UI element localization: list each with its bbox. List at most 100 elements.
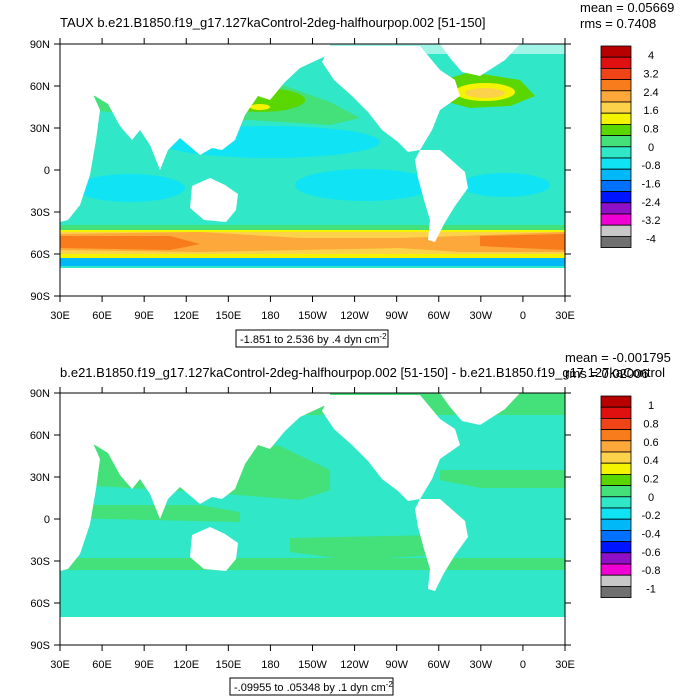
- bottom-panel: b.e21.B1850.f19_g17.127kaControl-2deg-ha…: [30, 350, 671, 696]
- bottom-mean: mean = -0.001795: [565, 350, 671, 365]
- lon-tick-label: 120E: [173, 310, 199, 322]
- lon-tick-label: 0: [520, 659, 526, 671]
- colorbar-swatch: [600, 56, 632, 69]
- colorbar-swatch: [600, 79, 632, 92]
- top-colorbar: 4 3.2 2.4 1.6 0.8 0 -0.8 -1.6 -2.4 -3.2 -4: [600, 45, 661, 248]
- bottom-subtitle-sup: -2: [386, 680, 394, 689]
- colorbar-label: 0.6: [643, 437, 658, 449]
- colorbar-swatch: [600, 124, 632, 137]
- colorbar-swatch: [600, 235, 632, 248]
- lat-tick-label: 30S: [30, 207, 50, 219]
- colorbar-swatch: [600, 552, 632, 565]
- colorbar-swatch: [600, 395, 632, 408]
- bottom-colorbar: 1 0.8 0.6 0.4 0.2 0 -0.2 -0.4 -0.6 -0.8 -1: [600, 395, 661, 599]
- colorbar-label: 1: [648, 400, 654, 412]
- lon-tick-label: 120E: [173, 659, 199, 671]
- colorbar-label: 0: [648, 142, 654, 154]
- colorbar-label: 0.8: [643, 123, 658, 135]
- lat-tick-label: 60N: [30, 81, 50, 93]
- lat-tick-label: 90N: [30, 388, 50, 400]
- lon-tick-label: 90E: [134, 659, 154, 671]
- top-subtitle-sup: -2: [379, 332, 387, 341]
- colorbar-label: 3.2: [643, 68, 658, 80]
- colorbar-label: -0.8: [642, 565, 661, 577]
- lon-tick-label: 90E: [134, 310, 154, 322]
- lat-tick-label: 90S: [30, 291, 50, 303]
- colorbar-swatch: [600, 485, 632, 498]
- top-map-field: [60, 44, 565, 296]
- colorbar-swatch: [600, 191, 632, 204]
- colorbar-swatch: [600, 45, 632, 58]
- lon-tick-label: 30W: [470, 659, 493, 671]
- colorbar-label: 0: [648, 492, 654, 504]
- colorbar-swatch: [600, 451, 632, 464]
- colorbar-label: -2.4: [642, 197, 661, 209]
- lon-tick-label: 180: [261, 310, 279, 322]
- colorbar-swatch: [600, 530, 632, 543]
- lat-tick-label: 60S: [30, 598, 50, 610]
- colorbar-swatch: [600, 406, 632, 419]
- bottom-subtitle: -.09955 to .05348 by .1 dyn cm: [234, 682, 386, 694]
- lon-tick-label: 30E: [50, 659, 70, 671]
- top-subtitle-box: -1.851 to 2.536 by .4 dyn cm-2: [235, 329, 389, 348]
- colorbar-label: -1: [646, 583, 656, 595]
- colorbar-label: 0.4: [643, 455, 658, 467]
- lat-tick-label: 60S: [30, 249, 50, 261]
- colorbar-swatch: [600, 157, 632, 170]
- top-title: TAUX b.e21.B1850.f19_g17.127kaControl-2d…: [60, 15, 485, 30]
- colorbar-swatch: [600, 507, 632, 520]
- colorbar-swatch: [600, 135, 632, 148]
- lon-tick-label: 60W: [427, 659, 450, 671]
- bottom-lat-axis: 90N 60N 30N 0 30S 60S 90S: [30, 388, 571, 652]
- bottom-subtitle-box: -.09955 to .05348 by .1 dyn cm-2: [229, 677, 394, 696]
- lon-tick-label: 150W: [298, 659, 327, 671]
- colorbar-swatch: [600, 179, 632, 192]
- lon-tick-label: 180: [261, 659, 279, 671]
- lon-tick-label: 150E: [215, 310, 241, 322]
- lon-tick-label: 30E: [555, 310, 575, 322]
- lon-tick-label: 60E: [92, 310, 112, 322]
- lat-tick-label: 30N: [30, 123, 50, 135]
- colorbar-label: 4: [648, 50, 654, 62]
- colorbar-label: -0.8: [642, 160, 661, 172]
- colorbar-swatch: [600, 518, 632, 531]
- colorbar-swatch: [600, 473, 632, 486]
- lat-tick-label: 30S: [30, 556, 50, 568]
- lat-tick-label: 0: [44, 514, 50, 526]
- colorbar-swatch: [600, 429, 632, 442]
- lon-tick-label: 120W: [340, 659, 369, 671]
- colorbar-swatch: [600, 101, 632, 114]
- bottom-lon-axis: 30E 60E 90E 120E 150E 180 150W 120W 90W 60W 30W 0 30…: [50, 387, 575, 671]
- colorbar-swatch: [600, 90, 632, 103]
- lon-tick-label: 150E: [215, 659, 241, 671]
- top-mean: mean = 0.05669: [580, 0, 674, 15]
- colorbar-label: -3.2: [642, 215, 661, 227]
- colorbar-swatch: [600, 146, 632, 159]
- colorbar-swatch: [600, 68, 632, 81]
- top-panel: TAUX b.e21.B1850.f19_g17.127kaControl-2d…: [30, 0, 674, 348]
- colorbar-swatch: [600, 574, 632, 587]
- svg-text:-.09955 to .05348 by .1 dyn cm: -.09955 to .05348 by .1 dyn cm-2: [234, 680, 393, 694]
- lon-tick-label: 30E: [555, 659, 575, 671]
- colorbar-swatch: [600, 462, 632, 475]
- colorbar-label: -1.6: [642, 178, 661, 190]
- colorbar-swatch: [600, 224, 632, 237]
- colorbar-label: -0.4: [642, 528, 661, 540]
- lat-tick-label: 60N: [30, 430, 50, 442]
- colorbar-label: 1.6: [643, 105, 658, 117]
- lon-tick-label: 60W: [427, 310, 450, 322]
- lat-tick-label: 90S: [30, 640, 50, 652]
- top-lat-axis: 90N 60N 30N 0 30S 60S 90S: [30, 39, 571, 303]
- colorbar-label: -0.6: [642, 547, 661, 559]
- lat-tick-label: 0: [44, 165, 50, 177]
- top-rms: rms = 0.7408: [580, 16, 656, 31]
- colorbar-swatch: [600, 213, 632, 226]
- bottom-rms: rms = 0.02006: [565, 366, 648, 381]
- colorbar-label: -4: [646, 233, 656, 245]
- lon-tick-label: 60E: [92, 659, 112, 671]
- colorbar-label: -0.2: [642, 510, 661, 522]
- svg-text:-1.851 to 2.536 by .4 dyn cm-2: -1.851 to 2.536 by .4 dyn cm-2: [240, 332, 387, 346]
- colorbar-swatch: [600, 586, 632, 599]
- colorbar-swatch: [600, 496, 632, 509]
